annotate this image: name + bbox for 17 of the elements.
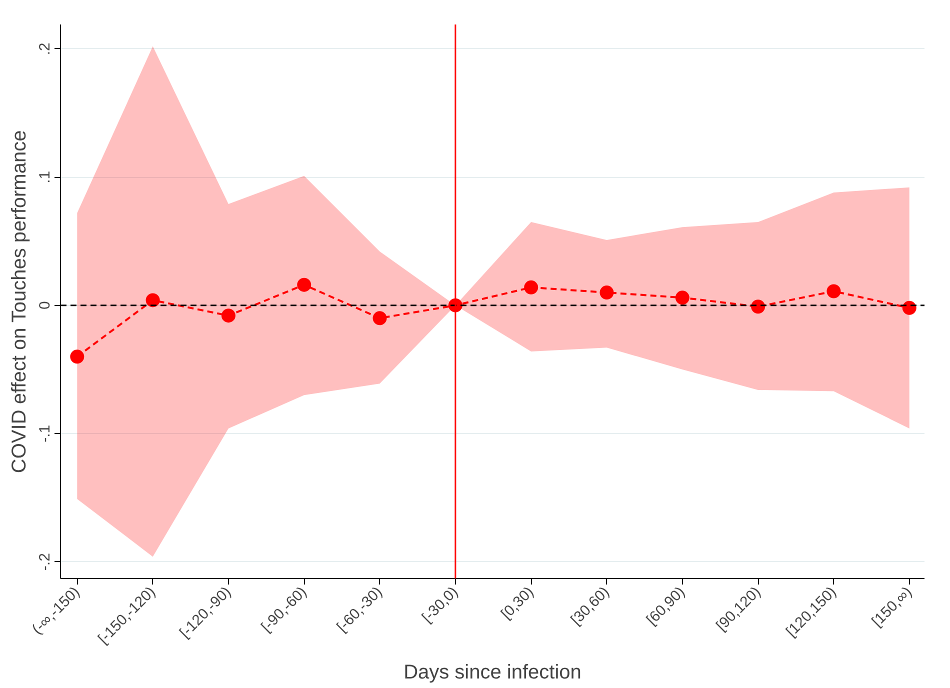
x-axis-title: Days since infection (404, 661, 582, 684)
y-tick-label: 0 (36, 301, 54, 310)
y-tick-label: -.1 (36, 424, 54, 442)
point (221, 308, 236, 323)
point (70, 350, 84, 364)
point (146, 293, 160, 308)
point (600, 286, 614, 300)
point (826, 284, 841, 298)
y-tick-label: .1 (36, 170, 54, 184)
point (372, 311, 387, 326)
point (675, 290, 690, 305)
y-tick-label: -.2 (36, 553, 54, 571)
point (902, 300, 916, 315)
point (297, 278, 312, 292)
point (524, 280, 538, 294)
y-tick-label: .2 (36, 42, 54, 56)
y-axis-title: COVID effect on Touches performance (8, 130, 30, 474)
